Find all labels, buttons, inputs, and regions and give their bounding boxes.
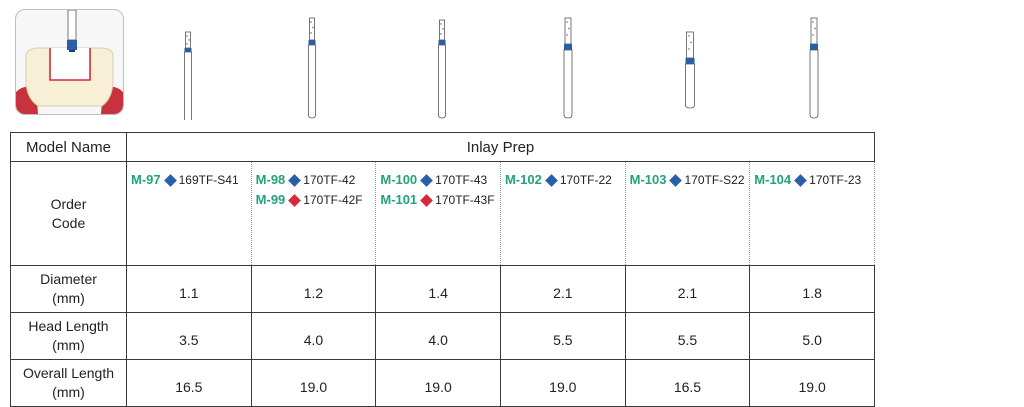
bur-icon xyxy=(184,31,192,120)
order-code-cell-2: M-98 170TF-42 M-99 170TF-42F xyxy=(250,161,377,266)
order-code: 169TF-S41 xyxy=(178,173,239,187)
order-code: 170TF-S22 xyxy=(684,173,745,187)
bur-icon xyxy=(438,19,446,119)
order-code-entry: M-97 169TF-S41 xyxy=(131,170,251,190)
overall-length-cell-5: 16.5 xyxy=(624,359,751,407)
head-length-cell-2: 4.0 xyxy=(250,312,377,360)
model-number: M-104 xyxy=(754,172,792,187)
model-number: M-97 xyxy=(131,172,161,187)
order-code-entry: M-100 170TF-43 xyxy=(380,170,500,190)
head-length-cell-4: 5.5 xyxy=(499,312,626,360)
overall-length-cell-3: 19.0 xyxy=(375,359,501,407)
diameter-cell-4: 2.1 xyxy=(499,265,626,313)
order-code-cell-3: M-100 170TF-43 M-101 170TF-43F xyxy=(375,161,501,266)
row-label-overall-length: Overall Length (mm) xyxy=(10,359,127,407)
overall-length-cell-1: 16.5 xyxy=(126,359,252,407)
order-code-cell-4: M-102 170TF-22 xyxy=(499,161,626,266)
overall-length-cell-2: 19.0 xyxy=(250,359,377,407)
order-code-entry: M-104 170TF-23 xyxy=(754,170,874,190)
order-code: 170TF-42F xyxy=(303,193,363,207)
head-length-cell-1: 3.5 xyxy=(126,312,252,360)
order-code-entry: M-98 170TF-42 xyxy=(256,170,376,190)
diameter-cell-5: 2.1 xyxy=(624,265,751,313)
table-row-header: Model Name Inlay Prep xyxy=(10,132,875,162)
order-code-entry: M-102 170TF-22 xyxy=(505,170,625,190)
model-number: M-100 xyxy=(380,172,418,187)
row-label-order-code: Order Code xyxy=(10,161,127,266)
model-number: M-102 xyxy=(504,172,542,187)
red-diamond-icon xyxy=(288,193,302,207)
overall-length-cell-6: 19.0 xyxy=(749,359,875,407)
blue-diamond-icon xyxy=(544,173,558,187)
blue-diamond-icon xyxy=(669,173,683,187)
tooth-inlay-prep-illustration xyxy=(15,9,124,115)
diameter-cell-2: 1.2 xyxy=(250,265,377,313)
order-code: 170TF-42 xyxy=(303,173,356,187)
model-number: M-98 xyxy=(255,172,286,187)
row-label-diameter: Diameter (mm) xyxy=(10,265,127,313)
model-number: M-99 xyxy=(255,192,286,207)
blue-diamond-icon xyxy=(420,173,434,187)
head-length-cell-6: 5.0 xyxy=(749,312,875,360)
red-diamond-icon xyxy=(420,193,434,207)
order-code: 170TF-23 xyxy=(809,173,862,187)
order-code: 170TF-22 xyxy=(559,173,612,187)
order-code-entry: M-101 170TF-43F xyxy=(380,190,500,210)
bur-row xyxy=(126,10,876,120)
bur-icon xyxy=(809,17,819,119)
overall-length-cell-4: 19.0 xyxy=(499,359,626,407)
order-code-cell-1: M-97 169TF-S41 xyxy=(126,161,252,266)
tooth-icon xyxy=(16,10,123,114)
order-code: 170TF-43F xyxy=(435,193,495,207)
row-label-head-length: Head Length (mm) xyxy=(10,312,127,360)
order-code-entry: M-99 170TF-42F xyxy=(256,190,376,210)
category-label: Inlay Prep xyxy=(126,132,875,162)
blue-diamond-icon xyxy=(163,173,177,187)
row-label-model-name: Model Name xyxy=(10,132,127,162)
table-row-diameter: Diameter (mm) 1.1 1.2 1.4 2.1 2.1 1.8 xyxy=(10,265,875,313)
table-row-head-length: Head Length (mm) 3.5 4.0 4.0 5.5 5.5 5.0 xyxy=(10,312,875,360)
bur-icon xyxy=(308,17,316,119)
head-length-cell-5: 5.5 xyxy=(624,312,751,360)
spec-table: Model Name Inlay Prep Order Code M-97 169… xyxy=(10,132,875,407)
table-row-overall-length: Overall Length (mm) 16.5 19.0 19.0 19.0 … xyxy=(10,359,875,407)
blue-diamond-icon xyxy=(794,173,808,187)
diameter-cell-3: 1.4 xyxy=(375,265,501,313)
model-number: M-103 xyxy=(629,172,667,187)
bur-icon xyxy=(563,17,573,119)
order-code: 170TF-43 xyxy=(435,173,488,187)
order-code-cell-5: M-103 170TF-S22 xyxy=(624,161,751,266)
bur-icon xyxy=(685,31,695,109)
order-code-cell-6: M-104 170TF-23 xyxy=(749,161,875,266)
model-number: M-101 xyxy=(380,192,418,207)
blue-diamond-icon xyxy=(288,173,302,187)
diameter-cell-6: 1.8 xyxy=(749,265,875,313)
diameter-cell-1: 1.1 xyxy=(126,265,252,313)
head-length-cell-3: 4.0 xyxy=(375,312,501,360)
order-code-entry: M-103 170TF-S22 xyxy=(630,170,750,190)
table-row-order-code: Order Code M-97 169TF-S41 M-98 170TF-42 M-9… xyxy=(10,161,875,266)
